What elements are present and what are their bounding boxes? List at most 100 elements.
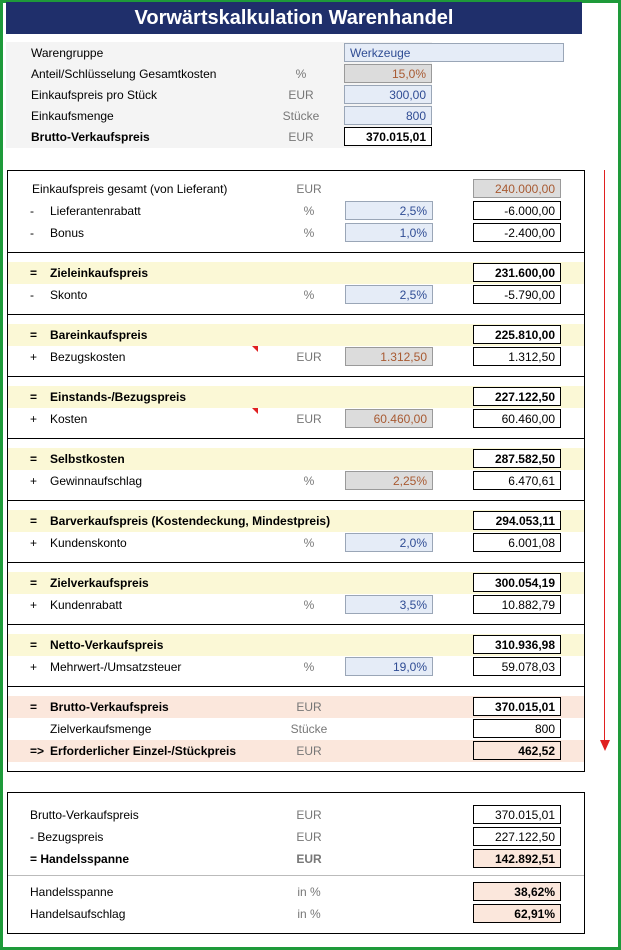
einkaufsmenge-input[interactable]: 800 bbox=[344, 106, 432, 125]
row-zielverkaufspreis: = Zielverkaufspreis 300.054,19 bbox=[8, 572, 584, 594]
bonus-result: -2.400,00 bbox=[473, 223, 561, 242]
row-prefix: + bbox=[30, 660, 38, 674]
skonto-input[interactable]: 2,5% bbox=[345, 285, 433, 304]
einstandspreis-result: 227.122,50 bbox=[473, 387, 561, 406]
bareinkaufspreis-result: 225.810,00 bbox=[473, 325, 561, 344]
row-skonto: - Skonto % 2,5% -5.790,00 bbox=[8, 284, 584, 306]
divider bbox=[8, 562, 584, 563]
brutto-verkaufspreis-result: 370.015,01 bbox=[473, 697, 561, 716]
row-prefix: - bbox=[30, 288, 34, 302]
row-label: Barverkaufspreis (Kostendeckung, Mindest… bbox=[50, 514, 331, 528]
summary-brutto-value: 370.015,01 bbox=[473, 805, 561, 824]
row-prefix: + bbox=[30, 474, 38, 488]
comment-marker-icon[interactable] bbox=[252, 408, 258, 414]
kundenrabatt-result: 10.882,79 bbox=[473, 595, 561, 614]
row-label: Lieferantenrabatt bbox=[50, 204, 141, 218]
row-prefix: = bbox=[30, 700, 38, 714]
row-selbstkosten: = Selbstkosten 287.582,50 bbox=[8, 448, 584, 470]
row-label: Einstands-/Bezugspreis bbox=[50, 390, 187, 404]
divider bbox=[8, 252, 584, 253]
mwst-result: 59.078,03 bbox=[473, 657, 561, 676]
netto-result: 310.936,98 bbox=[473, 635, 561, 654]
divider bbox=[8, 314, 584, 315]
summary-label: Handelsspanne bbox=[30, 885, 114, 899]
summary-block: Brutto-Verkaufspreis EUR 370.015,01 - Be… bbox=[7, 792, 585, 934]
row-label: Netto-Verkaufspreis bbox=[50, 638, 164, 652]
arrow-down-icon bbox=[600, 740, 610, 751]
row-label: Kundenskonto bbox=[50, 536, 127, 550]
warengruppe-input[interactable]: Werkzeuge bbox=[344, 43, 564, 62]
bezugskosten-input[interactable]: 1.312,50 bbox=[345, 347, 433, 366]
einkaufspreis-input[interactable]: 300,00 bbox=[344, 85, 432, 104]
row-label: Erforderlicher Einzel-/Stückpreis bbox=[50, 744, 237, 758]
bonus-input[interactable]: 1,0% bbox=[345, 223, 433, 242]
summary-row-bezugspreis: - Bezugspreis EUR 227.122,50 bbox=[8, 826, 584, 848]
summary-unit: EUR bbox=[296, 808, 322, 822]
row-einstandspreis: = Einstands-/Bezugspreis 227.122,50 bbox=[8, 386, 584, 408]
param-row-einkaufspreis: Einkaufspreis pro Stück EUR 300,00 bbox=[6, 84, 432, 106]
row-kundenskonto: + Kundenskonto % 2,0% 6.001,08 bbox=[8, 532, 584, 554]
summary-bezugspreis-value: 227.122,50 bbox=[473, 827, 561, 846]
row-prefix: = bbox=[30, 514, 38, 528]
divider bbox=[8, 686, 584, 687]
row-prefix: + bbox=[30, 536, 38, 550]
kundenskonto-input[interactable]: 2,0% bbox=[345, 533, 433, 552]
summary-unit: EUR bbox=[296, 830, 322, 844]
brutto-result: 370.015,01 bbox=[344, 127, 432, 146]
summary-label: Brutto-Verkaufspreis bbox=[30, 808, 139, 822]
row-unit: % bbox=[303, 204, 315, 218]
row-label: Zielverkaufsmenge bbox=[50, 722, 152, 736]
row-lieferantenrabatt: - Lieferantenrabatt % 2,5% -6.000,00 bbox=[8, 200, 584, 222]
row-prefix: + bbox=[30, 598, 38, 612]
summary-row-handelsspanne-abs: = Handelsspanne EUR 142.892,51 bbox=[8, 848, 584, 870]
row-label: Mehrwert-/Umsatzsteuer bbox=[50, 660, 182, 674]
mwst-input[interactable]: 19,0% bbox=[345, 657, 433, 676]
kundenrabatt-input[interactable]: 3,5% bbox=[345, 595, 433, 614]
row-prefix: => bbox=[30, 744, 45, 758]
row-bezugskosten: + Bezugskosten EUR 1.312,50 1.312,50 bbox=[8, 346, 584, 368]
row-gewinnaufschlag: + Gewinnaufschlag % 2,25% 6.470,61 bbox=[8, 470, 584, 492]
param-row-brutto: Brutto-Verkaufspreis EUR 370.015,01 bbox=[6, 126, 432, 148]
param-unit: EUR bbox=[288, 130, 314, 144]
gewinnaufschlag-input[interactable]: 2,25% bbox=[345, 471, 433, 490]
row-label: Bezugskosten bbox=[50, 350, 126, 364]
divider bbox=[8, 500, 584, 501]
row-prefix: + bbox=[30, 350, 38, 364]
row-prefix: = bbox=[30, 266, 38, 280]
summary-unit: in % bbox=[297, 907, 321, 921]
stueckpreis-result: 462,52 bbox=[473, 741, 561, 760]
row-prefix: = bbox=[30, 390, 38, 404]
lieferantenrabatt-result: -6.000,00 bbox=[473, 201, 561, 220]
row-prefix: = bbox=[30, 328, 38, 342]
handelsspanne-pct-value: 38,62% bbox=[473, 882, 561, 901]
lieferantenrabatt-input[interactable]: 2,5% bbox=[345, 201, 433, 220]
barverkaufspreis-result: 294.053,11 bbox=[473, 511, 561, 530]
row-netto-verkaufspreis: = Netto-Verkaufspreis 310.936,98 bbox=[8, 634, 584, 656]
summary-label: - Bezugspreis bbox=[30, 830, 104, 844]
row-kundenrabatt: + Kundenrabatt % 3,5% 10.882,79 bbox=[8, 594, 584, 616]
flow-arrow-line bbox=[604, 170, 605, 742]
summary-label: Handelsaufschlag bbox=[30, 907, 126, 921]
anteil-input[interactable]: 15,0% bbox=[344, 64, 432, 83]
row-unit: EUR bbox=[296, 744, 322, 758]
row-kosten: + Kosten EUR 60.460,00 60.460,00 bbox=[8, 408, 584, 430]
row-label: Brutto-Verkaufspreis bbox=[50, 700, 169, 714]
row-unit: % bbox=[303, 288, 315, 302]
row-prefix: + bbox=[30, 412, 38, 426]
zielverkaufspreis-result: 300.054,19 bbox=[473, 573, 561, 592]
row-bonus: - Bonus % 1,0% -2.400,00 bbox=[8, 222, 584, 244]
handelsspanne-abs-value: 142.892,51 bbox=[473, 849, 561, 868]
row-barverkaufspreis: = Barverkaufspreis (Kostendeckung, Minde… bbox=[8, 510, 584, 532]
kundenskonto-result: 6.001,08 bbox=[473, 533, 561, 552]
param-label: Warengruppe bbox=[31, 46, 104, 60]
param-label: Einkaufsmenge bbox=[31, 109, 114, 123]
row-brutto-verkaufspreis: = Brutto-Verkaufspreis EUR 370.015,01 bbox=[8, 696, 584, 718]
param-label: Anteil/Schlüsselung Gesamtkosten bbox=[31, 67, 217, 81]
kosten-input[interactable]: 60.460,00 bbox=[345, 409, 433, 428]
param-label: Einkaufspreis pro Stück bbox=[31, 88, 158, 102]
row-unit: % bbox=[303, 474, 315, 488]
comment-marker-icon[interactable] bbox=[252, 346, 258, 352]
row-label: Bonus bbox=[50, 226, 85, 240]
param-unit: EUR bbox=[288, 88, 314, 102]
